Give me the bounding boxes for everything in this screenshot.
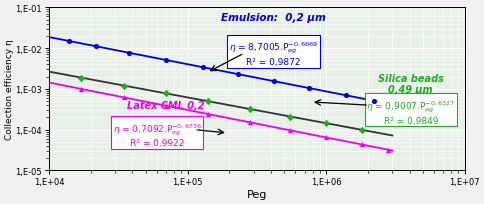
- Point: [92, 45, 100, 49]
- Text: Emulsion:  0,2 μm: Emulsion: 0,2 μm: [221, 13, 325, 23]
- Point: [357, 143, 365, 146]
- Point: [322, 122, 330, 125]
- Point: [245, 108, 253, 111]
- Text: $\eta$ = 0,9007.P$_{\mathit{eg}}^{-0,6327}$
R² = 0,9849: $\eta$ = 0,9007.P$_{\mathit{eg}}^{-0,632…: [365, 99, 454, 125]
- Point: [162, 92, 169, 96]
- Y-axis label: Collection efficiency η: Collection efficiency η: [5, 39, 14, 140]
- Point: [77, 88, 85, 91]
- Point: [120, 85, 128, 88]
- Point: [162, 105, 169, 108]
- Point: [125, 52, 133, 55]
- Point: [286, 129, 293, 132]
- X-axis label: Peg: Peg: [246, 189, 267, 199]
- Text: $\eta$ = 8,7005.P$_{\mathit{eg}}^{-0,6669}$
R² = 0,9872: $\eta$ = 8,7005.P$_{\mathit{eg}}^{-0,666…: [228, 41, 318, 67]
- Point: [369, 100, 377, 103]
- Point: [270, 80, 277, 83]
- Point: [162, 59, 169, 62]
- Point: [77, 76, 85, 80]
- Point: [245, 121, 253, 124]
- Point: [204, 100, 212, 103]
- Point: [233, 73, 241, 76]
- Point: [304, 87, 312, 90]
- Text: Latex CML 0,2: Latex CML 0,2: [126, 101, 204, 111]
- Text: $\eta$ = 0,7092.P$_{\mathit{eg}}^{-0,6736}$
R² = 0,9922: $\eta$ = 0,7092.P$_{\mathit{eg}}^{-0,673…: [112, 122, 201, 148]
- Point: [322, 136, 330, 139]
- Point: [204, 113, 212, 116]
- Text: Silica beads
0,49 μm: Silica beads 0,49 μm: [377, 73, 443, 95]
- Point: [120, 96, 128, 100]
- Point: [286, 115, 293, 119]
- Point: [383, 148, 391, 152]
- Point: [357, 129, 365, 132]
- Point: [342, 94, 349, 98]
- Point: [199, 66, 207, 70]
- Point: [65, 40, 73, 43]
